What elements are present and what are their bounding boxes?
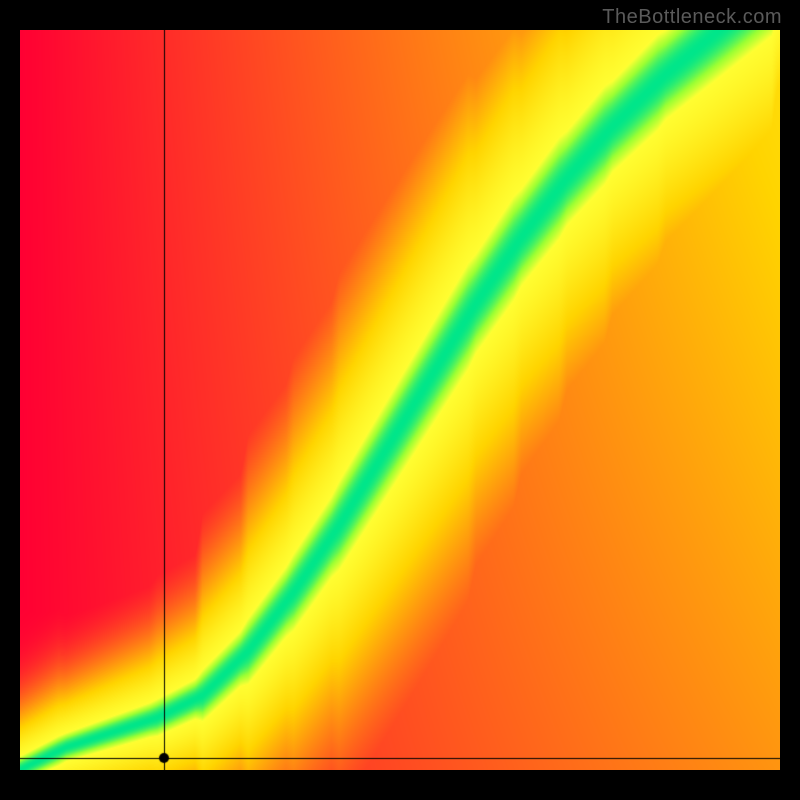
heatmap-plot [20, 30, 780, 770]
heatmap-canvas [20, 30, 780, 770]
watermark-text: TheBottleneck.com [602, 6, 782, 29]
chart-container: TheBottleneck.com [0, 0, 800, 800]
